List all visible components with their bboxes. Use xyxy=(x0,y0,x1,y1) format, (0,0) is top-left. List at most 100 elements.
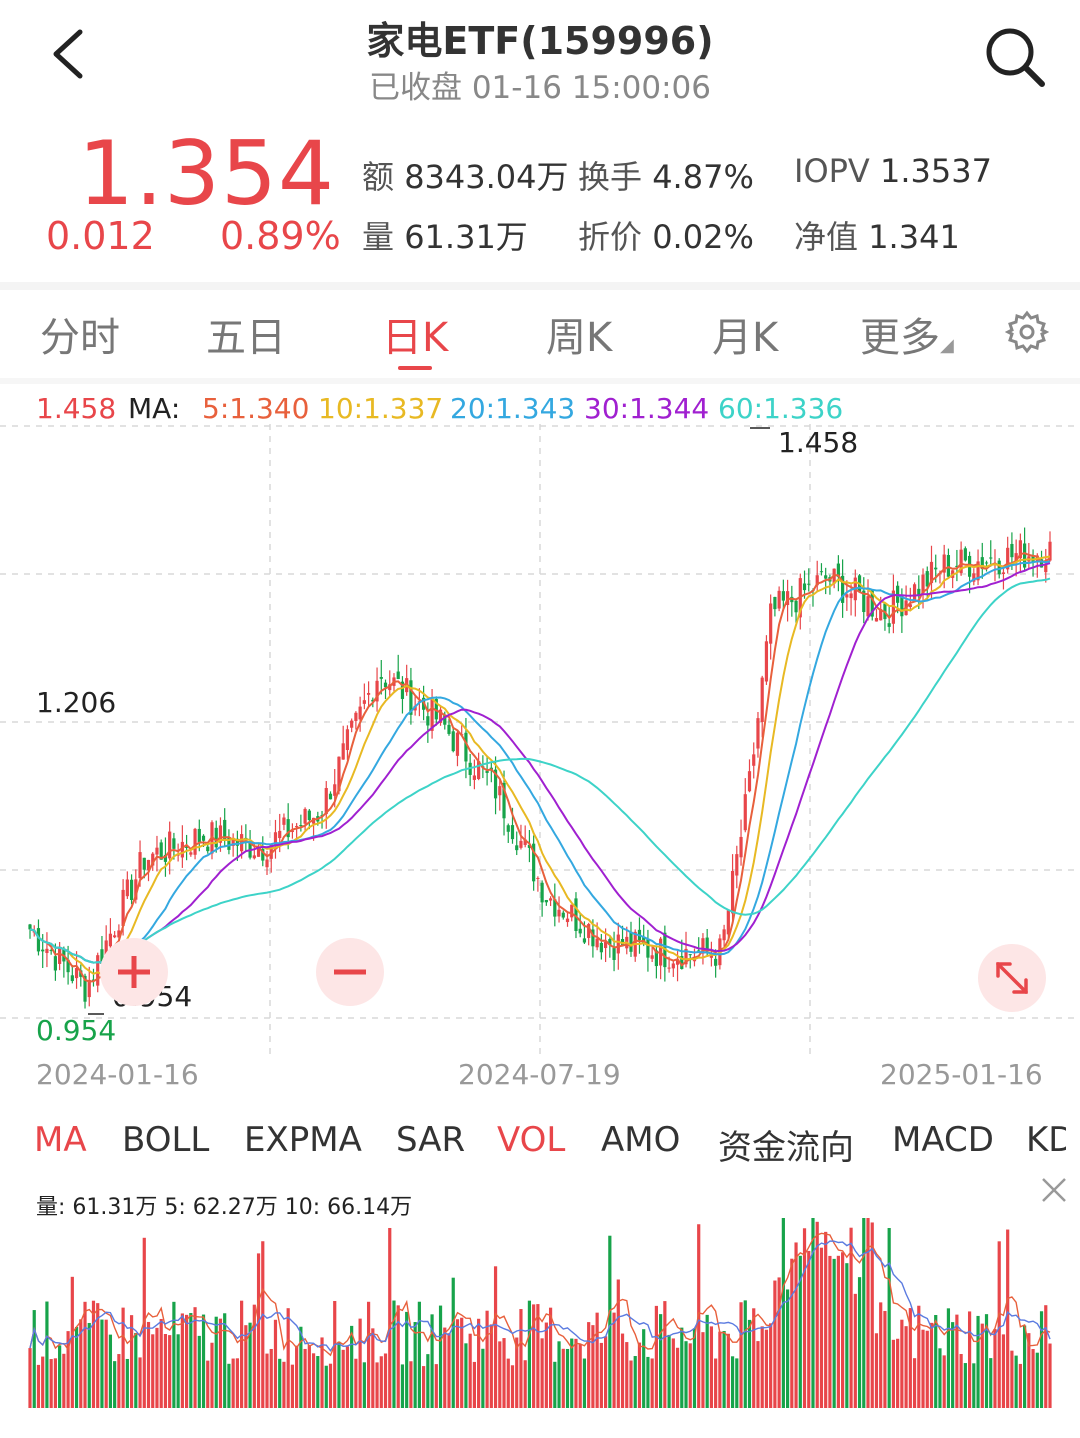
volume-bar xyxy=(1044,1305,1048,1408)
indicator-macd[interactable]: MACD xyxy=(892,1120,994,1160)
settings-gear-icon[interactable] xyxy=(1005,310,1049,354)
candle xyxy=(168,831,172,859)
tab-monthly-k[interactable]: 月K xyxy=(712,315,779,361)
volume-bar xyxy=(371,1328,375,1408)
volume-bar xyxy=(828,1255,832,1408)
candle xyxy=(646,938,650,958)
ma5-line xyxy=(29,552,1051,983)
volume-bar xyxy=(337,1341,341,1408)
tab-intraday[interactable]: 分时 xyxy=(40,315,120,361)
volume-bar xyxy=(735,1358,739,1408)
tab-weekly-k[interactable]: 周K xyxy=(546,315,613,361)
candle xyxy=(91,979,96,981)
candle xyxy=(743,794,747,831)
candle xyxy=(747,771,752,792)
volume-bar xyxy=(739,1302,743,1408)
indicator-kd[interactable]: KD xyxy=(1026,1120,1066,1160)
volume-bar xyxy=(168,1335,172,1408)
volume-bar xyxy=(265,1353,269,1408)
fullscreen-button[interactable] xyxy=(978,944,1046,1012)
indicator-expma[interactable]: EXPMA xyxy=(244,1120,362,1160)
candle xyxy=(921,574,925,594)
indicator-vol[interactable]: VOL xyxy=(497,1120,566,1160)
indicator-boll[interactable]: BOLL xyxy=(122,1120,210,1160)
volume-bar xyxy=(963,1363,967,1408)
volume-chart[interactable] xyxy=(0,1200,1080,1410)
ma60-value: 60:1.336 xyxy=(718,392,844,425)
candle xyxy=(235,838,239,846)
candle xyxy=(997,560,1001,575)
candle xyxy=(684,948,688,965)
candle xyxy=(984,562,989,564)
candle xyxy=(879,609,883,621)
indicator-ma[interactable]: MA xyxy=(34,1120,87,1160)
candle xyxy=(591,929,595,947)
search-icon[interactable] xyxy=(980,22,1050,92)
active-tab-indicator xyxy=(398,366,432,370)
volume-bar xyxy=(210,1342,214,1408)
candle xyxy=(189,852,193,855)
back-arrow-icon[interactable] xyxy=(44,24,104,84)
candle xyxy=(451,731,455,752)
volume-bar xyxy=(625,1342,629,1408)
volume-bar xyxy=(477,1318,481,1408)
minus-icon xyxy=(334,969,366,975)
candle xyxy=(519,840,523,848)
close-icon[interactable] xyxy=(1040,1176,1068,1204)
candle xyxy=(70,975,74,982)
volume-bar xyxy=(807,1250,811,1408)
volume-bar xyxy=(959,1353,963,1408)
candle xyxy=(1039,559,1044,568)
volume-bar xyxy=(802,1228,807,1408)
indicator-amo[interactable]: AMO xyxy=(601,1120,681,1160)
candle xyxy=(1001,572,1006,575)
volume-bar xyxy=(502,1338,506,1408)
volume-bar xyxy=(324,1365,328,1408)
candle xyxy=(616,934,620,954)
volume-bar xyxy=(879,1302,883,1408)
tab-5day[interactable]: 五日 xyxy=(206,315,286,361)
volume-bar xyxy=(650,1358,654,1408)
candle xyxy=(841,575,845,603)
volume-bar xyxy=(709,1326,714,1408)
volume-bar xyxy=(41,1356,45,1408)
candle xyxy=(980,557,984,569)
volume-bar xyxy=(993,1329,997,1408)
candle xyxy=(350,720,354,728)
stat-turnover: 换手 4.87% xyxy=(578,158,754,196)
ma10-line xyxy=(29,555,1051,976)
volume-bar xyxy=(857,1277,862,1408)
volume-bar xyxy=(887,1228,891,1408)
tab-more[interactable]: 更多◢ xyxy=(860,305,954,363)
indicator-sar[interactable]: SAR xyxy=(396,1120,466,1160)
volume-bar xyxy=(400,1364,405,1408)
indicator-capital-flow[interactable]: 资金流向 xyxy=(718,1128,854,1168)
volume-bar xyxy=(1006,1229,1010,1408)
candle xyxy=(942,554,946,573)
volume-bar xyxy=(578,1344,582,1408)
volume-bar xyxy=(405,1311,409,1408)
candle xyxy=(396,671,400,680)
candle xyxy=(582,938,587,943)
tab-daily-k[interactable]: 日K xyxy=(382,315,449,361)
candle xyxy=(155,847,159,855)
candle xyxy=(138,852,142,879)
zoom-in-button[interactable] xyxy=(100,938,168,1006)
candle xyxy=(290,830,295,832)
candle xyxy=(74,968,79,979)
candle xyxy=(426,716,430,726)
zoom-out-button[interactable] xyxy=(316,938,384,1006)
candle xyxy=(1018,540,1022,559)
volume-bar xyxy=(515,1337,519,1408)
axis-label-low: 0.954 xyxy=(36,1014,116,1047)
volume-bar xyxy=(53,1358,57,1408)
volume-bar xyxy=(438,1305,443,1408)
volume-bar xyxy=(976,1315,980,1408)
date-label-start: 2024-01-16 xyxy=(36,1058,199,1091)
divider xyxy=(0,378,1080,384)
candle xyxy=(760,677,764,723)
volume-bar xyxy=(798,1255,802,1408)
volume-bar xyxy=(921,1329,925,1408)
candlestick-chart[interactable]: 1.458 0.954 1.206 0.954 xyxy=(0,424,1080,1054)
volume-bar xyxy=(934,1315,938,1408)
